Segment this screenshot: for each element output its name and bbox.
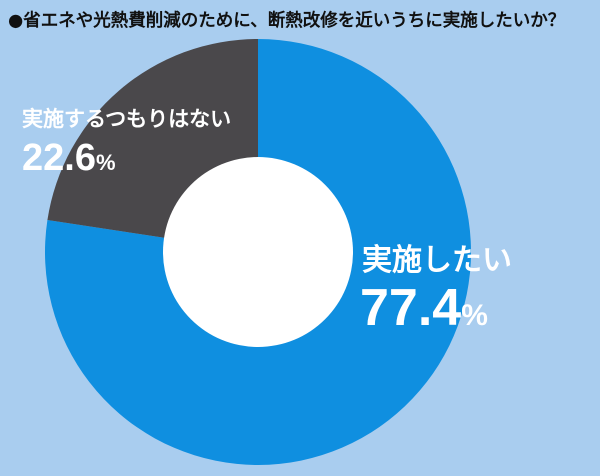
chart-title: ●省エネや光熱費削減のために、断熱改修を近いうちに実施したいか？ — [8, 11, 566, 31]
slice-value-want-to-implement-number: 77.4 — [360, 279, 462, 337]
slice-label-not-planning: 実施するつもりはない — [22, 107, 232, 131]
slice-value-not-planning-number: 22.6 — [22, 137, 96, 179]
slice-value-want-to-implement-unit: % — [461, 299, 488, 332]
slice-value-want-to-implement: 77.4% — [360, 278, 488, 338]
slice-label-want-to-implement: 実施したい — [362, 243, 512, 278]
slice-value-not-planning-unit: % — [95, 150, 116, 175]
slice-value-not-planning: 22.6% — [22, 137, 116, 180]
donut-hole — [163, 157, 353, 347]
